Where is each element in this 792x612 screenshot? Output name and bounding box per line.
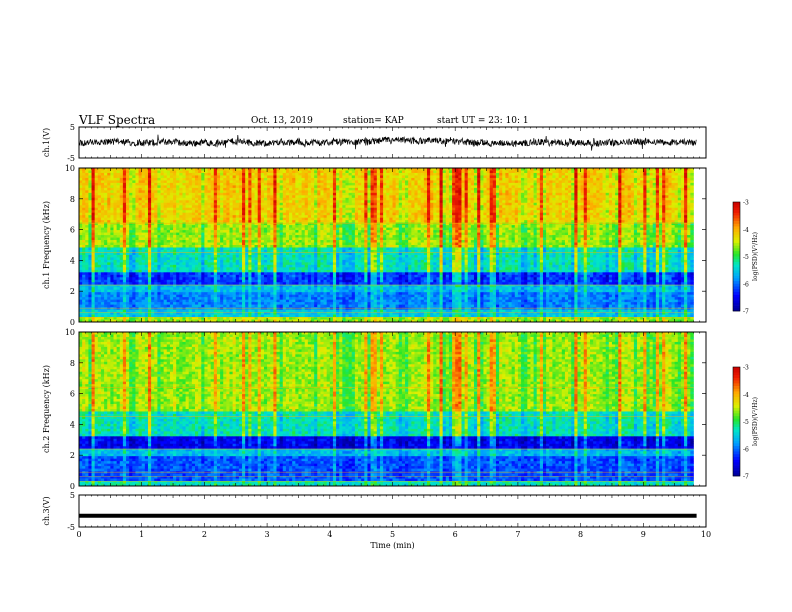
x-tick-label: 3	[265, 530, 270, 539]
ch1-spec-y-tick-label: 0	[70, 318, 75, 327]
colorbar-tick-label: -4	[743, 392, 749, 399]
ch1-colorbar	[732, 201, 741, 312]
x-tick-label: 7	[515, 530, 520, 539]
x-tick-label: 6	[453, 530, 458, 539]
ch3-waveform-frame	[78, 494, 707, 528]
ch1-spec-ylabel: ch.1 Frequency (kHz)	[42, 201, 51, 289]
ch2-spec-y-tick-label: 2	[70, 451, 75, 460]
x-tick-label: 1	[139, 530, 144, 539]
x-tick-label: 8	[578, 530, 583, 539]
x-tick-label: 2	[202, 530, 207, 539]
colorbar-label: log(PSD)(V²/Hz)	[752, 232, 759, 281]
figure-title: VLF Spectra	[79, 113, 155, 127]
ch1-ylabel: ch.1(V)	[42, 128, 51, 157]
x-tick-label: 5	[390, 530, 395, 539]
ch3-ylabel: ch.3(V)	[42, 496, 51, 525]
ch2-spec-y-tick-label: 8	[70, 359, 75, 368]
colorbar-tick-label: -7	[743, 309, 749, 316]
ch2-spec-ylabel: ch.2 Frequency (kHz)	[42, 365, 51, 453]
ch1-trace	[78, 134, 697, 151]
colorbar-tick-label: -4	[743, 227, 749, 234]
ch1-spec-y-tick-label: 4	[70, 256, 75, 265]
ch2-spec-y-tick-label: 10	[65, 328, 75, 337]
colorbar-tick-label: -3	[743, 365, 749, 372]
start-time-label: start UT = 23: 10: 1	[437, 116, 529, 126]
colorbar-tick-label: -5	[743, 419, 749, 426]
ch1-y-tick-label: -5	[67, 154, 75, 163]
x-tick-label: 0	[76, 530, 81, 539]
ch2-spec-y-tick-label: 0	[70, 482, 75, 491]
ch2-spec-y-tick-label: 6	[70, 390, 75, 399]
colorbar-frame	[732, 366, 741, 477]
date-label: Oct. 13, 2019	[251, 116, 313, 126]
ch1-spec-y-tick-label: 10	[65, 164, 75, 173]
ch1-spec-y-tick-label: 2	[70, 287, 75, 296]
colorbar-tick-label: -7	[743, 474, 749, 481]
colorbar-tick-label: -6	[743, 446, 749, 453]
x-tick-label: 9	[641, 530, 646, 539]
colorbar-label: log(PSD)(V²/Hz)	[752, 397, 759, 446]
ch2-spectrogram-cells	[79, 332, 694, 487]
ch3-y-tick-label: 5	[70, 491, 75, 500]
ch2-spec-y-tick-label: 4	[70, 420, 75, 429]
x-tick-label: 10	[701, 530, 711, 539]
ch1-spec-y-tick-label: 8	[70, 195, 75, 204]
colorbar-frame	[732, 201, 741, 312]
ch2-colorbar	[732, 366, 741, 477]
colorbar-tick-label: -3	[743, 200, 749, 207]
colorbar-tick-label: -6	[743, 281, 749, 288]
x-axis-label: Time (min)	[370, 541, 414, 550]
x-tick-label: 4	[327, 530, 332, 539]
ch3-y-tick-label: -5	[67, 523, 75, 532]
station-label: station= KAP	[343, 116, 404, 126]
ch1-spectrogram-cells	[79, 168, 694, 323]
ch1-spec-y-tick-label: 6	[70, 226, 75, 235]
ch1-y-tick-label: 5	[70, 123, 75, 132]
colorbar-tick-label: -5	[743, 254, 749, 261]
